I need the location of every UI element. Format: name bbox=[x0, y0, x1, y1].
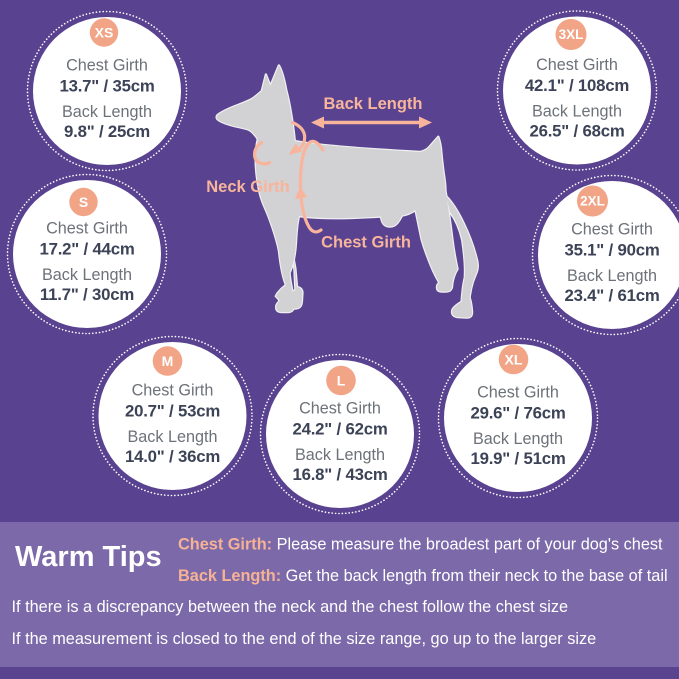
svg-text:Chest Girth: Chest Girth bbox=[132, 382, 214, 400]
svg-text:XS: XS bbox=[95, 25, 114, 41]
svg-text:Warm Tips: Warm Tips bbox=[15, 541, 162, 573]
svg-text:Chest Girth: Chest Girth bbox=[536, 56, 618, 74]
svg-text:9.8" / 25cm: 9.8" / 25cm bbox=[64, 122, 150, 141]
svg-text:29.6" / 76cm: 29.6" / 76cm bbox=[470, 404, 565, 423]
svg-text:Chest Girth: Please measure th: Chest Girth: Please measure the broadest… bbox=[178, 536, 663, 554]
svg-text:3XL: 3XL bbox=[559, 27, 584, 42]
svg-text:Chest Girth: Chest Girth bbox=[46, 220, 128, 238]
svg-text:M: M bbox=[162, 353, 174, 369]
svg-text:L: L bbox=[337, 373, 346, 389]
svg-text:If the measurement is closed t: If the measurement is closed to the end … bbox=[12, 630, 597, 648]
svg-text:35.1" / 90cm: 35.1" / 90cm bbox=[564, 241, 659, 260]
svg-text:19.9" / 51cm: 19.9" / 51cm bbox=[470, 449, 565, 468]
svg-text:24.2" / 62cm: 24.2" / 62cm bbox=[292, 420, 387, 439]
svg-text:Back Length: Back Length bbox=[128, 428, 218, 446]
svg-text:Back Length: Get the back leng: Back Length: Get the back length from th… bbox=[178, 567, 668, 585]
svg-text:Back Length: Back Length bbox=[42, 266, 132, 284]
svg-text:Back Length: Back Length bbox=[567, 267, 657, 285]
svg-text:42.1" / 108cm: 42.1" / 108cm bbox=[525, 76, 629, 95]
svg-text:Back Length: Back Length bbox=[295, 446, 385, 464]
svg-text:2XL: 2XL bbox=[580, 194, 605, 209]
svg-text:Back Length: Back Length bbox=[532, 103, 622, 121]
svg-text:17.2" / 44cm: 17.2" / 44cm bbox=[39, 240, 134, 259]
svg-text:20.7" / 53cm: 20.7" / 53cm bbox=[125, 402, 220, 421]
svg-text:Back Length: Back Length bbox=[62, 103, 152, 121]
svg-text:13.7" / 35cm: 13.7" / 35cm bbox=[59, 77, 154, 96]
svg-text:Chest Girth: Chest Girth bbox=[299, 400, 381, 418]
svg-text:XL: XL bbox=[505, 352, 523, 368]
svg-text:16.8" / 43cm: 16.8" / 43cm bbox=[292, 465, 387, 484]
svg-text:If there is a discrepancy betw: If there is a discrepancy between the ne… bbox=[12, 598, 569, 616]
svg-text:11.7" / 30cm: 11.7" / 30cm bbox=[40, 285, 134, 304]
svg-text:Chest Girth: Chest Girth bbox=[321, 234, 411, 252]
svg-text:Back Length: Back Length bbox=[473, 430, 563, 448]
svg-text:S: S bbox=[79, 194, 88, 210]
svg-text:Back Length: Back Length bbox=[323, 95, 422, 113]
svg-text:Neck Girth: Neck Girth bbox=[206, 178, 289, 196]
svg-text:26.5" / 68cm: 26.5" / 68cm bbox=[529, 121, 624, 140]
svg-text:Chest Girth: Chest Girth bbox=[571, 221, 653, 239]
svg-text:Chest Girth: Chest Girth bbox=[66, 57, 148, 75]
svg-text:Chest Girth: Chest Girth bbox=[477, 384, 559, 402]
svg-text:23.4" / 61cm: 23.4" / 61cm bbox=[564, 286, 659, 305]
svg-text:14.0" / 36cm: 14.0" / 36cm bbox=[125, 447, 220, 466]
